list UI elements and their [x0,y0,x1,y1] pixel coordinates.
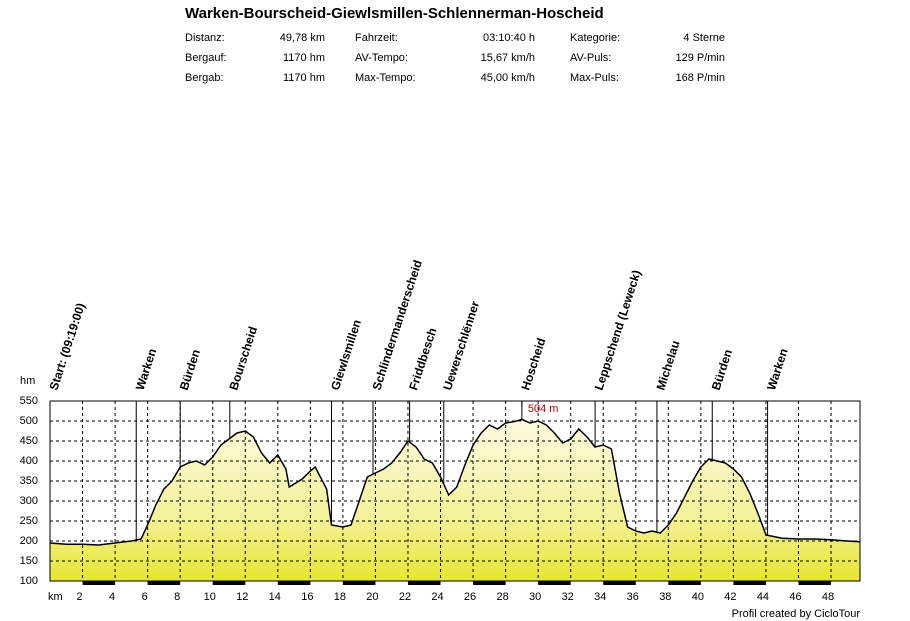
x-tick-label: 38 [659,591,671,603]
stat-label: AV-Puls: [570,52,611,64]
x-tick-label: 6 [142,591,148,603]
stat-value: 49,78 km [280,32,325,44]
waypoint-label: Uewerschlënner [440,299,482,392]
stat-label: Bergauf: [185,52,227,64]
x-tick-label: 22 [399,591,411,603]
y-tick-label: 400 [20,455,38,467]
km-strip [668,581,701,585]
stat-value: 1170 hm [283,52,325,64]
waypoint-label: Start: (09:19:00) [47,301,88,392]
x-axis-label: km [48,591,63,603]
x-tick-label: 8 [174,591,180,603]
stat-value: 129 P/min [675,52,725,64]
waypoint-label: Warken [133,347,160,392]
x-tick-label: 4 [109,591,115,603]
x-tick-label: 10 [204,591,216,603]
km-strip [82,581,116,585]
x-tick-label: 28 [496,591,508,603]
km-strip [798,581,832,585]
stat-value: 1170 hm [283,72,325,84]
y-tick-label: 350 [20,475,38,487]
x-tick-label: 26 [464,591,476,603]
x-tick-label: 36 [627,591,639,603]
y-tick-label: 450 [20,435,38,447]
y-axis-label: hm [20,375,35,387]
waypoint-label: Bürden [177,348,203,392]
y-tick-label: 500 [20,415,38,427]
waypoint-label: Bürden [709,348,735,392]
x-tick-label: 14 [269,591,281,603]
stat-value: 45,00 km/h [481,72,535,84]
x-tick-label: 44 [757,591,769,603]
x-tick-label: 42 [724,591,736,603]
stat-label: Bergab: [185,72,224,84]
km-strip [147,581,181,585]
waypoint-label: Giewlsmillen [328,318,364,392]
x-tick-label: 40 [692,591,704,603]
km-strip [212,581,246,585]
y-tick-label: 250 [20,515,38,527]
km-strip [277,581,311,585]
x-tick-label: 48 [822,591,834,603]
waypoint-label: Michelau [653,339,682,392]
stat-value: 15,67 km/h [481,52,535,64]
x-tick-label: 30 [529,591,541,603]
waypoint-label: Friddbesch [406,326,439,392]
waypoint-label: Hoscheid [518,336,548,392]
stat-value: 03:10:40 h [483,32,535,44]
x-tick-label: 32 [562,591,574,603]
y-tick-label: 150 [20,555,38,567]
y-tick-label: 100 [20,575,38,587]
x-tick-label: 12 [236,591,248,603]
x-tick-label: 20 [366,591,378,603]
area-fill [50,419,860,581]
stat-label: Max-Tempo: [355,72,416,84]
waypoint-label: Bourscheid [226,325,260,392]
stat-value: 4 Sterne [683,32,725,44]
km-strip [603,581,636,585]
km-strip [407,581,441,585]
km-strip [473,581,506,585]
x-tick-label: 34 [594,591,606,603]
x-tick-label: 16 [301,591,313,603]
waypoint-label: Warken [764,347,791,392]
km-strip [733,581,766,585]
km-strip [342,581,376,585]
max-label: 504 m [528,403,559,415]
stat-label: AV-Tempo: [355,52,408,64]
stat-label: Fahrzeit: [355,32,398,44]
y-tick-label: 550 [20,395,38,407]
km-strip [538,581,571,585]
stat-value: 168 P/min [675,72,725,84]
y-tick-label: 300 [20,495,38,507]
stat-label: Kategorie: [570,32,620,44]
stat-label: Distanz: [185,32,225,44]
footer: Profil created by CicloTour [732,608,861,620]
stat-label: Max-Puls: [570,72,619,84]
x-tick-label: 2 [76,591,82,603]
profile-line [49,418,861,546]
chart-title: Warken-Bourscheid-Giewlsmillen-Schlenner… [185,5,604,22]
waypoint-label: Leppschend (Leweck) [592,268,644,392]
y-tick-label: 200 [20,535,38,547]
x-tick-label: 18 [334,591,346,603]
x-tick-label: 46 [789,591,801,603]
x-tick-label: 24 [431,591,443,603]
